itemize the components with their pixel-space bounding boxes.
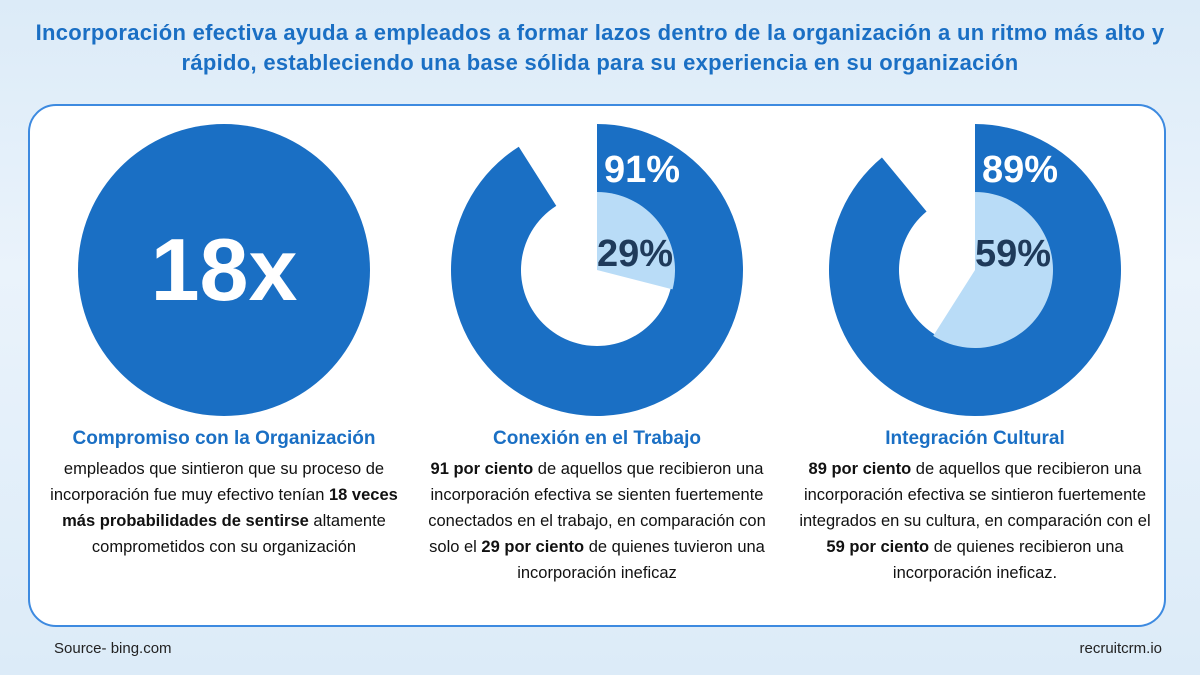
heading: Compromiso con la Organización xyxy=(72,428,376,449)
outer-ring xyxy=(450,124,744,417)
panel-text: Compromiso con la Organización empleados … xyxy=(44,428,404,560)
bold-text: 18 veces más probabilidades de sentirse xyxy=(62,486,398,530)
text: de aquellos que recibieron una incorpora… xyxy=(428,460,766,556)
heading: Integración Cultural xyxy=(885,428,1065,449)
bold-text: 29 por ciento xyxy=(481,538,585,556)
outer-label: 89% xyxy=(982,149,1058,191)
bold-text: 89 por ciento xyxy=(808,460,912,478)
text: altamente comprometidos con su organizac… xyxy=(91,512,386,556)
panel-text: Conexión en el Trabajo 91 por ciento de a… xyxy=(417,428,777,586)
text: empleados que sintieron que su proceso d… xyxy=(50,460,385,504)
text: de quienes recibieron una incorporación … xyxy=(892,538,1124,582)
brand: recruitcrm.io xyxy=(1079,640,1162,657)
big-number: 18x xyxy=(151,220,298,319)
bold-text: 91 por ciento xyxy=(430,460,534,478)
inner-wedge xyxy=(597,192,675,290)
inner-label: 29% xyxy=(597,233,673,275)
bold-text: 59 por ciento xyxy=(826,538,930,556)
body: 89 por ciento de aquellos que recibieron… xyxy=(795,456,1155,586)
inner-label: 59% xyxy=(975,233,1051,275)
outer-label: 91% xyxy=(604,149,680,191)
outer-ring xyxy=(829,124,1121,416)
body: empleados que sintieron que su proceso d… xyxy=(44,456,404,560)
title: Incorporación efectiva ayuda a empleados… xyxy=(35,20,1165,75)
text: de quienes tuvieron una incorporación in… xyxy=(517,538,765,582)
big-circle xyxy=(78,124,370,416)
inner-wedge xyxy=(933,192,1053,348)
body: 91 por ciento de aquellos que recibieron… xyxy=(417,456,777,586)
heading: Conexión en el Trabajo xyxy=(493,428,701,449)
text: de aquellos que recibieron una incorpora… xyxy=(799,460,1151,530)
source: Source- bing.com xyxy=(54,640,172,657)
panel-text: Integración Cultural 89 por ciento de aqu… xyxy=(795,428,1155,586)
